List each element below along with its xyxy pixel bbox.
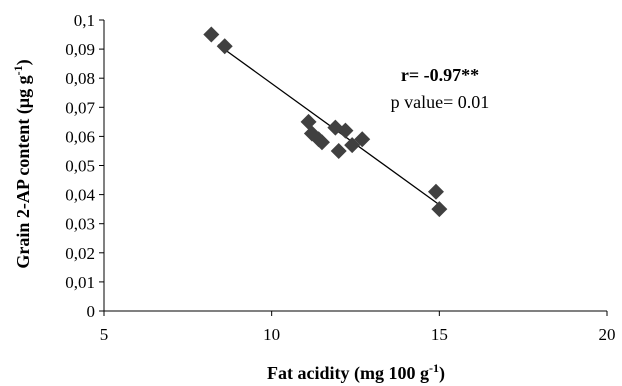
data-points — [203, 26, 448, 218]
p-value-label: p value= 0.01 — [391, 92, 490, 112]
y-axis-title-sup: -1 — [11, 65, 25, 75]
data-point — [216, 38, 233, 55]
data-point — [354, 131, 371, 148]
x-tick-label: 20 — [599, 325, 616, 344]
trendline — [217, 44, 440, 206]
x-axis-title: Fat acidity (mg 100 g-1) — [267, 361, 445, 384]
y-tick-label: 0,04 — [65, 186, 95, 205]
y-tick-label: 0,06 — [65, 127, 95, 146]
x-axis-title-sup: -1 — [429, 361, 439, 375]
y-axis-title: Grain 2-AP content (µg g-1) — [11, 59, 34, 268]
y-tick-label: 0,08 — [65, 69, 95, 88]
data-point — [427, 183, 444, 200]
data-point — [431, 201, 448, 218]
y-tick-label: 0,1 — [74, 11, 95, 30]
y-tick-label: 0 — [87, 302, 96, 321]
x-tick-label: 15 — [431, 325, 448, 344]
y-axis-title-text: Grain 2-AP content (µg g — [13, 75, 34, 268]
x-tick-label: 10 — [263, 325, 280, 344]
y-tick-label: 0,09 — [65, 40, 95, 59]
x-axis-title-suffix: ) — [439, 363, 445, 384]
x-ticks: 5 10 15 20 — [100, 311, 616, 344]
y-tick-label: 0,05 — [65, 157, 95, 176]
y-tick-label: 0,02 — [65, 244, 95, 263]
y-tick-label: 0,03 — [65, 215, 95, 234]
data-point — [300, 113, 317, 130]
y-tick-label: 0,07 — [65, 98, 95, 117]
correlation-label: r= -0.97** — [401, 65, 479, 85]
x-tick-label: 5 — [100, 325, 109, 344]
data-point — [203, 26, 220, 43]
data-point — [337, 122, 354, 139]
x-axis-title-text: Fat acidity (mg 100 g — [267, 363, 429, 384]
axes — [103, 20, 607, 312]
y-tick-label: 0,01 — [65, 273, 95, 292]
data-point — [313, 134, 330, 151]
y-ticks: 0 0,01 0,02 0,03 0,04 0,05 0,06 0,07 0,08 0,09 0,1 — [65, 11, 104, 321]
data-point — [330, 142, 347, 159]
y-axis-title-suffix: ) — [13, 59, 34, 65]
